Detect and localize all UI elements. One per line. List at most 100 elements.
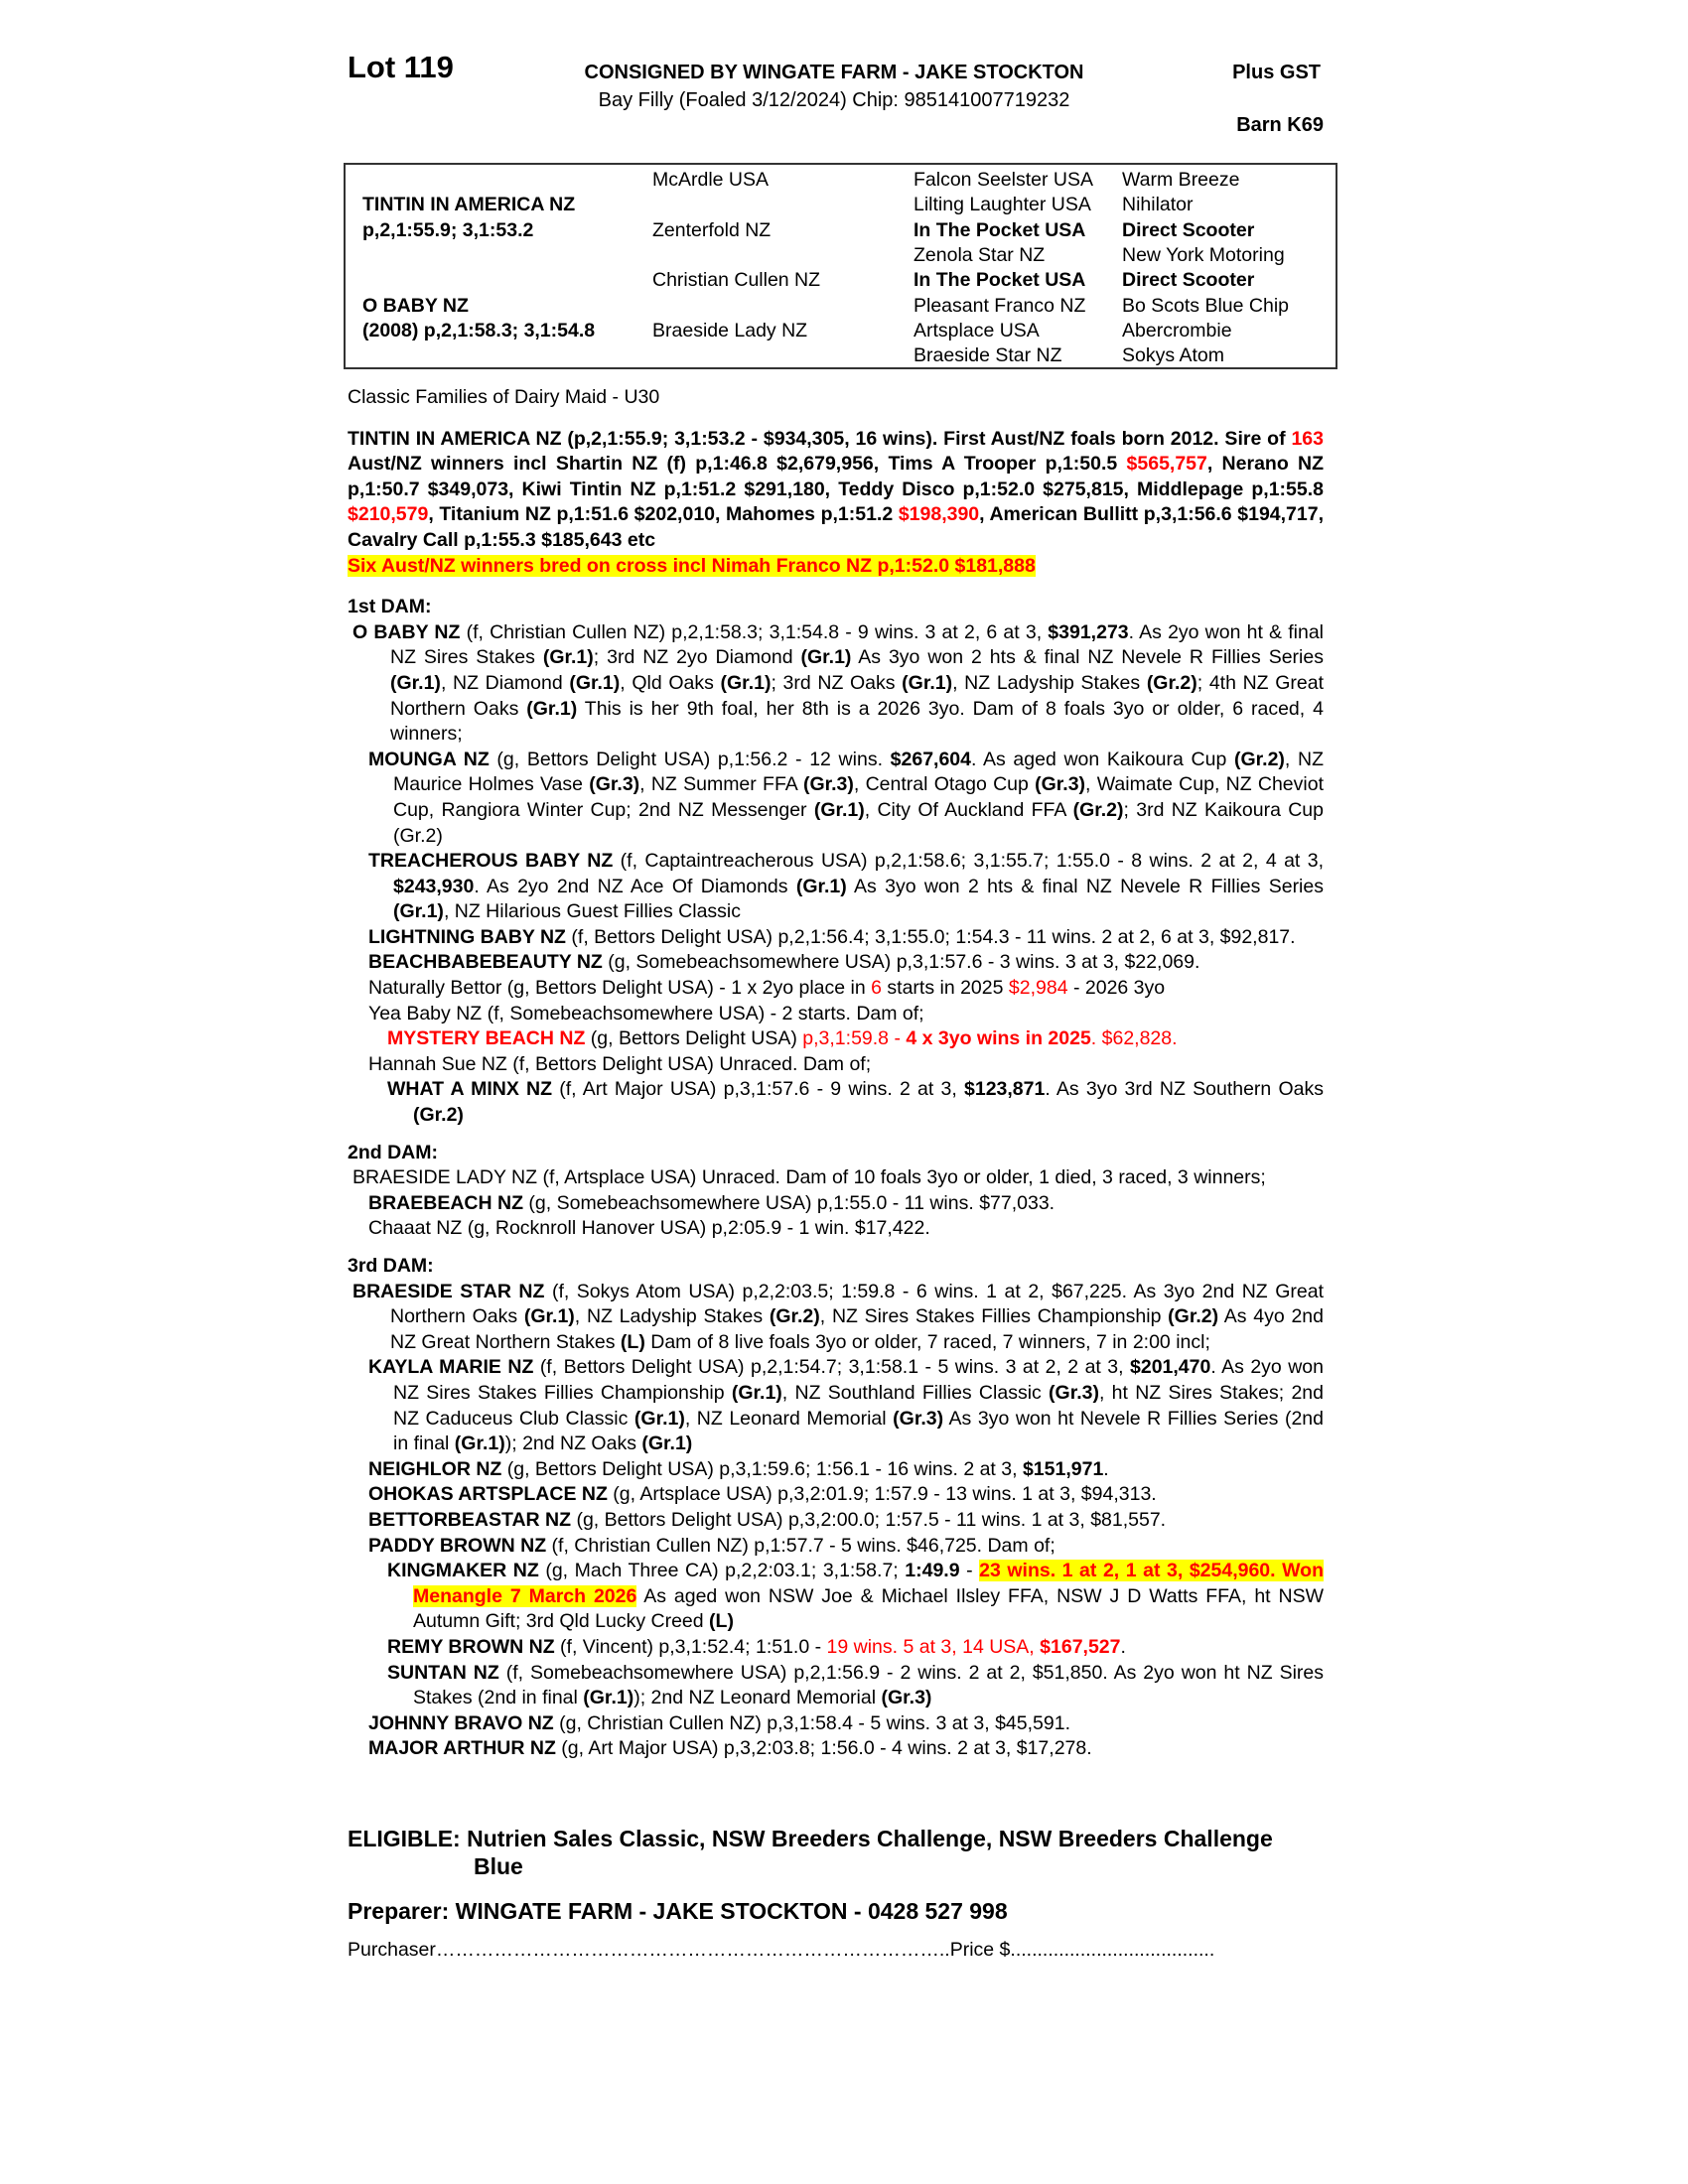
pedigree-paragraph: BRAESIDE STAR NZ (f, Sokys Atom USA) p,2… bbox=[348, 1280, 1324, 1356]
text-run: $391,273 bbox=[1048, 620, 1129, 643]
text-run: (Gr.1) bbox=[583, 1687, 634, 1709]
pedigree-paragraph: BETTORBEASTAR NZ (g, Bettors Delight USA… bbox=[348, 1508, 1324, 1534]
text-run: As 4yo 2nd NZ Great Northern Stakes bbox=[390, 1305, 1324, 1353]
text-run: , Qld Oaks bbox=[620, 671, 721, 694]
text-run: As 3yo won 2 hts & final NZ Nevele R Fil… bbox=[851, 646, 1324, 669]
text-run: . As aged won Kaikoura Cup bbox=[971, 748, 1234, 770]
text-run: (g, Bettors Delight USA) p,3,2:00.0; 1:5… bbox=[571, 1508, 1167, 1531]
pedigree-cell: New York Motoring bbox=[1122, 243, 1285, 266]
text-run: 19 wins. 5 at 3, 14 USA, bbox=[826, 1635, 1041, 1658]
eligible-text: ELIGIBLE: Nutrien Sales Classic, NSW Bre… bbox=[348, 1826, 1273, 1879]
pedigree-cell: Abercrombie bbox=[1122, 319, 1232, 341]
pedigree-cell: Sokys Atom bbox=[1122, 344, 1224, 367]
text-run: . bbox=[1120, 1635, 1126, 1658]
text-run: (f, Captaintreacherous USA) p,2,1:58.6; … bbox=[613, 850, 1324, 873]
text-run: ; 3rd NZ 2yo Diamond bbox=[593, 646, 801, 669]
pedigree-cell: Braeside Lady NZ bbox=[652, 319, 808, 341]
text-run: (Gr.1) bbox=[902, 671, 953, 694]
text-run: 2nd DAM: bbox=[348, 1141, 438, 1163]
text-run: (g, Bettors Delight USA) bbox=[585, 1027, 803, 1050]
text-run: NEIGHLOR NZ bbox=[368, 1457, 502, 1480]
text-run: (Gr.1) bbox=[795, 875, 847, 897]
text-run: MAJOR ARTHUR NZ bbox=[368, 1737, 556, 1760]
text-run: 163 bbox=[1291, 427, 1324, 450]
text-run: , NZ Hilarious Guest Fillies Classic bbox=[443, 900, 741, 923]
text-run: (g, Mach Three CA) p,2,2:03.1; 3,1:58.7; bbox=[538, 1560, 906, 1582]
text-run: $198,390 bbox=[898, 503, 980, 526]
text-run: $151,971 bbox=[1022, 1457, 1104, 1480]
text-run: . As 3yo 3rd NZ Southern Oaks bbox=[1045, 1078, 1324, 1101]
pedigree-cell: Bo Scots Blue Chip bbox=[1122, 294, 1290, 317]
text-run: $123,871 bbox=[964, 1078, 1046, 1101]
pedigree-paragraph: KINGMAKER NZ (g, Mach Three CA) p,2,2:03… bbox=[348, 1559, 1324, 1635]
text-run: , City Of Auckland FFA bbox=[864, 798, 1073, 821]
text-run: (L) bbox=[709, 1610, 734, 1633]
text-run: 4 x 3yo wins in 2025 bbox=[906, 1027, 1091, 1050]
text-run: . bbox=[1103, 1457, 1109, 1480]
pedigree-cell: In The Pocket USA bbox=[914, 269, 1086, 292]
pedigree-cell: Lilting Laughter USA bbox=[914, 194, 1091, 216]
pedigree-cell: Direct Scooter bbox=[1122, 269, 1255, 292]
pedigree-paragraph: Classic Families of Dairy Maid - U30 bbox=[348, 385, 1324, 411]
section-heading: 1st DAM: bbox=[348, 595, 1324, 620]
pedigree-paragraph: SUNTAN NZ (f, Somebeachsomewhere USA) p,… bbox=[348, 1661, 1324, 1711]
text-run: (f, Somebeachsomewhere USA) p,2,1:56.9 -… bbox=[413, 1661, 1324, 1709]
text-run: PADDY BROWN NZ bbox=[368, 1534, 547, 1557]
text-run: 1:49.9 bbox=[905, 1560, 960, 1582]
pedigree-paragraph: PADDY BROWN NZ (f, Christian Cullen NZ) … bbox=[348, 1534, 1324, 1560]
text-run: $565,757 bbox=[1126, 453, 1207, 476]
text-run: . As 2yo won ht & final NZ Sires Stakes bbox=[390, 620, 1325, 669]
text-run: (Gr.2) bbox=[1146, 671, 1197, 694]
pedigree-cell: Braeside Star NZ bbox=[914, 344, 1062, 367]
text-run: Hannah Sue NZ (f, Bettors Delight USA) U… bbox=[368, 1052, 872, 1075]
text-run: Naturally Bettor (g, Bettors Delight USA… bbox=[368, 977, 872, 1000]
pedigree-paragraph: KAYLA MARIE NZ (f, Bettors Delight USA) … bbox=[348, 1355, 1324, 1456]
pedigree-paragraph: Naturally Bettor (g, Bettors Delight USA… bbox=[348, 976, 1324, 1002]
text-run: ); 2nd NZ Oaks bbox=[504, 1433, 642, 1455]
text-run: BRAESIDE LADY NZ (f, Artsplace USA) Unra… bbox=[352, 1166, 1266, 1189]
text-run: p,3,1:59.8 - bbox=[802, 1027, 907, 1050]
pedigree-cell: Warm Breeze bbox=[1122, 169, 1240, 191]
text-run: (Gr.1) bbox=[813, 798, 865, 821]
text-run: Yea Baby NZ (f, Somebeachsomewhere USA) … bbox=[368, 1002, 924, 1024]
text-run: (Gr.1) bbox=[800, 646, 852, 669]
text-run: $201,470 bbox=[1130, 1356, 1211, 1379]
text-run: , Titanium NZ p,1:51.6 $202,010, Mahomes… bbox=[428, 503, 899, 526]
text-run: 6 bbox=[871, 977, 882, 1000]
text-run: (Gr.1) bbox=[633, 1407, 685, 1430]
text-run: (Gr.2) bbox=[1072, 798, 1124, 821]
text-run: BRAEBEACH NZ bbox=[368, 1191, 523, 1214]
text-run: BETTORBEASTAR NZ bbox=[368, 1508, 572, 1531]
text-run: (Gr.1) bbox=[526, 697, 578, 720]
pedigree-cell: In The Pocket USA bbox=[914, 218, 1086, 241]
text-run: As aged won NSW Joe & Michael Ilsley FFA… bbox=[413, 1584, 1324, 1633]
text-run: , NZ Maurice Holmes Vase bbox=[393, 748, 1324, 796]
text-run: (Gr.3) bbox=[802, 773, 854, 796]
pedigree-paragraph: NEIGHLOR NZ (g, Bettors Delight USA) p,3… bbox=[348, 1457, 1324, 1483]
text-run: Aust/NZ winners incl Shartin NZ (f) p,1:… bbox=[348, 453, 1127, 476]
text-run: Chaaat NZ (g, Rocknroll Hanover USA) p,2… bbox=[368, 1217, 930, 1240]
pedigree-cell: Christian Cullen NZ bbox=[652, 269, 821, 292]
text-run: REMY BROWN NZ bbox=[387, 1635, 555, 1658]
pedigree-cell: Zenterfold NZ bbox=[652, 218, 772, 241]
text-run: $267,604 bbox=[890, 748, 971, 770]
text-run: , NZ Ladyship Stakes bbox=[952, 671, 1147, 694]
catalogue-body: Classic Families of Dairy Maid - U30 TINT… bbox=[348, 385, 1324, 1762]
text-run: , Waimate Cup, NZ Cheviot Cup, Rangiora … bbox=[393, 773, 1325, 821]
text-run: BEACHBABEBEAUTY NZ bbox=[368, 951, 603, 974]
text-run: (g, Somebeachsomewhere USA) p,1:55.0 - 1… bbox=[523, 1191, 1055, 1214]
text-run: Classic Families of Dairy Maid - U30 bbox=[348, 386, 660, 408]
text-run: (Gr.3) bbox=[881, 1687, 932, 1709]
text-run: Six Aust/NZ winners bred on cross incl N… bbox=[348, 554, 1036, 577]
pedigree-cell: Pleasant Franco NZ bbox=[914, 294, 1086, 317]
text-run: KINGMAKER NZ bbox=[387, 1560, 539, 1582]
text-run: (Gr.1) bbox=[454, 1433, 505, 1455]
text-run: $210,579 bbox=[348, 503, 429, 526]
text-run: (Gr.1) bbox=[542, 646, 594, 669]
text-run: , NZ Ladyship Stakes bbox=[574, 1305, 770, 1328]
text-run: (Gr.1) bbox=[390, 671, 441, 694]
pedigree-cell: Falcon Seelster USA bbox=[914, 169, 1093, 191]
text-run: (Gr.1) bbox=[393, 900, 444, 923]
text-run: $243,930 bbox=[393, 875, 475, 897]
text-run: , Nerano NZ p,1:50.7 $349,073, Kiwi Tint… bbox=[348, 453, 1325, 500]
